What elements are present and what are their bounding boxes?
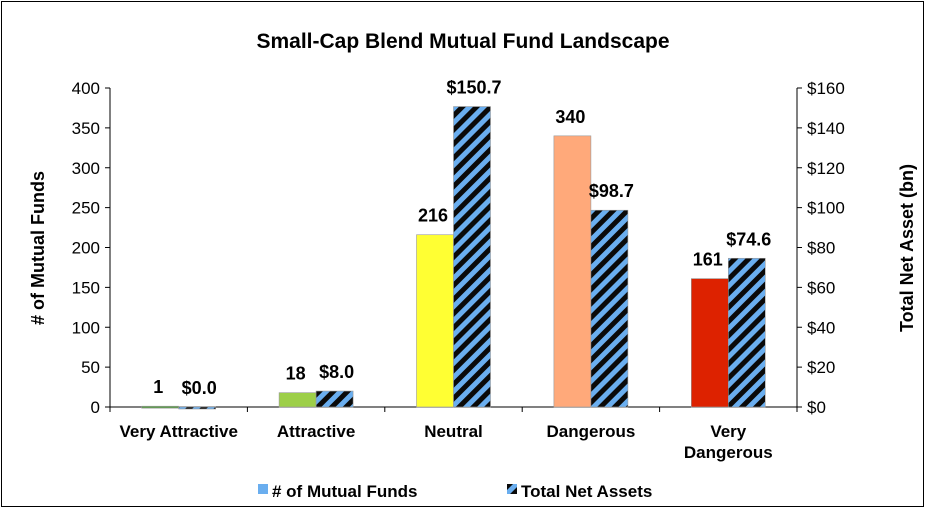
y-right-tick-label: $60 xyxy=(807,278,835,297)
y-right-tick-label: $120 xyxy=(807,159,845,178)
y-axis-left-label: # of Mutual Funds xyxy=(28,171,48,325)
y-right-tick-label: $40 xyxy=(807,318,835,337)
data-label-mutual-funds: 340 xyxy=(555,107,585,127)
bar-total-net-assets xyxy=(590,209,629,408)
data-label-mutual-funds: 216 xyxy=(418,206,448,226)
bar-mutual-funds xyxy=(278,392,317,408)
bar-mutual-funds xyxy=(553,135,592,408)
y-right-tick-label: $160 xyxy=(807,79,845,98)
legend-marker-funds xyxy=(258,484,268,494)
bar-mutual-funds xyxy=(416,234,454,408)
data-label-mutual-funds: 161 xyxy=(693,250,723,270)
legend-marker-assets xyxy=(507,484,517,494)
y-left-tick-label: 150 xyxy=(72,278,100,297)
y-left-tick-label: 300 xyxy=(72,159,100,178)
x-category-label: Dangerous xyxy=(684,443,773,462)
data-label-mutual-funds: 1 xyxy=(153,377,163,397)
bar-total-net-assets xyxy=(315,390,354,408)
y-right-tick-label: $100 xyxy=(807,199,845,218)
y-left-tick-label: 0 xyxy=(91,398,100,417)
data-label-total-net-assets: $150.7 xyxy=(446,78,501,98)
data-label-total-net-assets: $0.0 xyxy=(182,378,217,398)
data-label-total-net-assets: $98.7 xyxy=(589,181,634,201)
x-category-label: Very xyxy=(710,422,746,441)
x-category-label: Attractive xyxy=(277,422,355,441)
legend: # of Mutual Funds Total Net Assets xyxy=(258,482,652,501)
data-label-total-net-assets: $74.6 xyxy=(726,229,771,249)
bar-mutual-funds xyxy=(690,278,729,408)
y-left-tick-label: 50 xyxy=(81,358,100,377)
x-category-label: Very Attractive xyxy=(119,422,237,441)
y-left-tick-label: 350 xyxy=(72,119,100,138)
y-right-tick-label: $20 xyxy=(807,358,835,377)
y-right-tick-label: $140 xyxy=(807,119,845,138)
bar-total-net-assets xyxy=(453,106,491,408)
y-left-tick-label: 250 xyxy=(72,199,100,218)
y-left-tick-label: 100 xyxy=(72,318,100,337)
x-category-label: Dangerous xyxy=(547,422,636,441)
plot-area: 0 50 100 150 200 250 300 350 400 $0 $20 $40 $60 $80 $1… xyxy=(72,78,845,462)
bar-total-net-assets xyxy=(178,406,216,410)
y-right-tick-label: $0 xyxy=(807,398,826,417)
y-left-tick-label: 200 xyxy=(72,239,100,258)
y-right-tick-label: $80 xyxy=(807,239,835,258)
bar-mutual-funds xyxy=(141,405,179,409)
y-axis-right-label: Total Net Asset (bn) xyxy=(897,164,917,332)
bar-total-net-assets xyxy=(727,257,766,408)
chart-title: Small-Cap Blend Mutual Fund Landscape xyxy=(256,30,669,53)
legend-label-funds: # of Mutual Funds xyxy=(272,482,417,501)
y-left-tick-label: 400 xyxy=(72,79,100,98)
data-label-mutual-funds: 18 xyxy=(286,364,306,384)
legend-label-assets: Total Net Assets xyxy=(521,482,652,501)
data-label-total-net-assets: $8.0 xyxy=(319,362,354,382)
x-category-label: Neutral xyxy=(424,422,483,441)
